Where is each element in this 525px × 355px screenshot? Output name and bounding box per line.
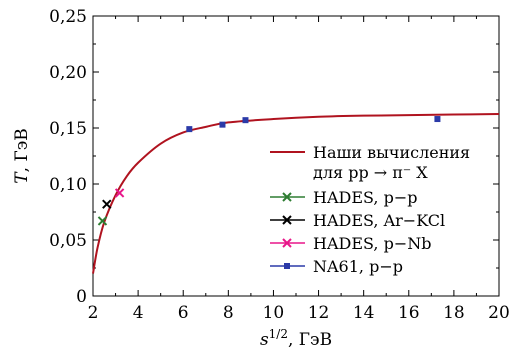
x-axis-title-unit: , ГэВ xyxy=(288,330,332,350)
y-axis-title: T, ГэВ xyxy=(12,128,32,183)
x-tick-label: 20 xyxy=(488,303,510,323)
y-tick-label: 0,05 xyxy=(49,231,87,251)
y-tick-label: 0,15 xyxy=(49,119,87,139)
x-tick-label: 16 xyxy=(398,303,420,323)
legend-na61-label: NA61, p−p xyxy=(313,257,403,276)
legend-hades-pp-label: HADES, p−p xyxy=(313,188,417,207)
legend-hades-arkcl-marker xyxy=(282,215,292,225)
data-point-x-marker xyxy=(97,216,108,226)
x-tick-label: 8 xyxy=(223,303,234,323)
legend-na61-marker xyxy=(284,263,290,269)
legend-hades-pnb-marker xyxy=(282,238,292,248)
legend-hades-arkcl-label: HADES, Ar−KCl xyxy=(313,211,445,230)
y-tick-label: 0,10 xyxy=(49,175,87,195)
axis-ticks: 2 4 6 8 10 12 14 16 18 20 0 0,05 0,10 0,15 0,20 0,25 xyxy=(49,7,510,323)
y-axis-title-var: T xyxy=(12,171,32,184)
data-point-square-marker xyxy=(219,121,226,128)
data-point-x-marker xyxy=(102,199,112,209)
y-tick-label: 0,25 xyxy=(49,7,87,27)
x-tick-label: 2 xyxy=(88,303,99,323)
x-tick-label: 12 xyxy=(308,303,330,323)
x-tick-label: 4 xyxy=(133,303,144,323)
y-tick-label: 0 xyxy=(76,287,87,307)
legend: Наши вычисления для pp → π⁻ X HADES, p−p… xyxy=(270,143,470,276)
x-tick-label: 10 xyxy=(263,303,285,323)
legend-hades-pp-marker xyxy=(282,192,292,202)
data-point-square-marker xyxy=(242,117,249,124)
y-axis-title-unit: , ГэВ xyxy=(12,128,32,172)
x-tick-label: 18 xyxy=(443,303,465,323)
y-tick-label: 0,20 xyxy=(49,63,87,83)
curve-layer xyxy=(92,113,500,274)
legend-curve-label-line1: Наши вычисления xyxy=(313,143,470,162)
x-axis-title-sup: 1/2 xyxy=(269,327,288,341)
legend-hades-pnb-label: HADES, p−Nb xyxy=(313,234,431,253)
data-markers xyxy=(97,116,441,226)
x-tick-label: 6 xyxy=(178,303,189,323)
data-point-square-marker xyxy=(186,126,193,133)
x-axis-title: s1/2, ГэВ xyxy=(260,327,332,350)
data-point-square-marker xyxy=(434,116,441,123)
model-curve xyxy=(92,113,500,274)
legend-curve-label-line2: для pp → π⁻ X xyxy=(313,163,428,182)
x-axis-title-base: s xyxy=(260,330,269,350)
data-point-x-marker xyxy=(114,188,125,198)
x-tick-label: 14 xyxy=(353,303,375,323)
